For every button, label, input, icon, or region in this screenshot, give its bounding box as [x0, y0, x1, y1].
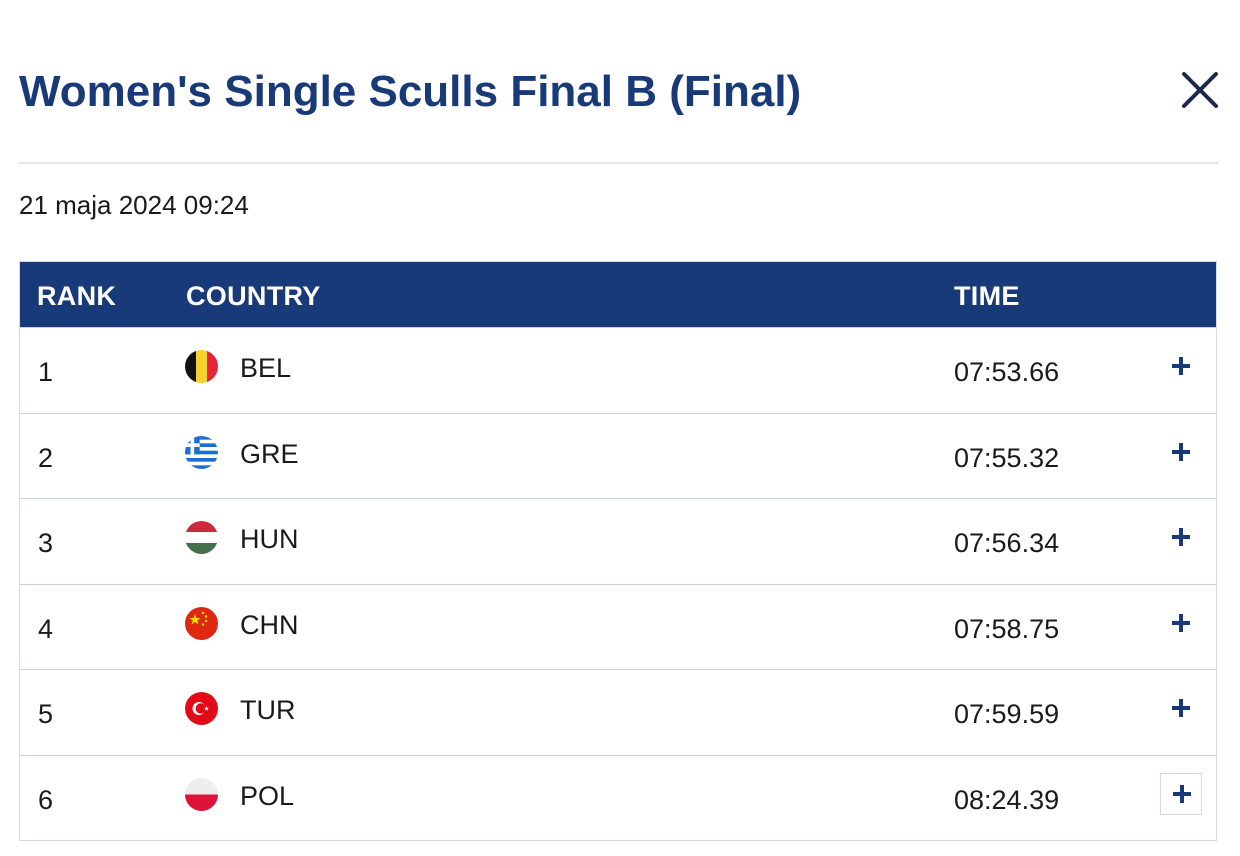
- poland-flag-icon: [185, 777, 218, 811]
- time-cell: 07:53.66: [954, 357, 1060, 387]
- rank-cell: 4: [38, 613, 54, 644]
- country-code: POL: [240, 780, 295, 811]
- plus-icon: [1172, 613, 1190, 632]
- country-code: BEL: [240, 353, 292, 383]
- plus-icon: [1172, 442, 1190, 461]
- rank-cell: 5: [38, 699, 54, 729]
- expand-row-button[interactable]: [1160, 688, 1202, 730]
- plus-icon: [1172, 528, 1190, 546]
- rank-header: RANK: [37, 281, 117, 311]
- time-cell: 07:58.75: [954, 613, 1060, 644]
- rank-cell: 1: [38, 357, 54, 387]
- table-row: 6 POL 08:24.39: [20, 754, 1216, 841]
- close-icon: [1182, 72, 1218, 108]
- rank-cell: 3: [38, 528, 54, 558]
- modal-title: Women's Single Sculls Final B (Final): [19, 67, 802, 116]
- plus-icon: [1173, 784, 1191, 803]
- results-table: RANK COUNTRY TIME 1 BEL 07:53.66: [19, 261, 1217, 841]
- country-code: CHN: [240, 609, 299, 640]
- country-code: GRE: [240, 438, 299, 469]
- expand-row-button[interactable]: [1160, 432, 1202, 474]
- table-row: 5 TUR 07:59.59: [20, 669, 1216, 755]
- table-row: 4 CHN 07:58.75: [20, 583, 1216, 670]
- time-header: TIME: [954, 281, 1020, 311]
- race-datetime: 21 maja 2024 09:24: [19, 190, 249, 220]
- plus-icon: [1172, 357, 1190, 375]
- hungary-flag-icon: [185, 521, 218, 554]
- expand-row-button[interactable]: [1160, 603, 1202, 645]
- turkey-flag-icon: [185, 692, 218, 725]
- time-cell: 07:55.32: [954, 442, 1060, 473]
- time-cell: 07:56.34: [954, 528, 1060, 558]
- expand-row-button[interactable]: [1160, 346, 1202, 388]
- table-row: 1 BEL 07:53.66: [20, 327, 1216, 413]
- title-divider: [19, 162, 1218, 164]
- country-code: HUN: [240, 524, 299, 554]
- belgium-flag-icon: [185, 350, 218, 383]
- greece-flag-icon: [185, 435, 218, 469]
- plus-icon: [1172, 699, 1190, 717]
- time-cell: 07:59.59: [954, 699, 1060, 729]
- time-cell: 08:24.39: [954, 784, 1060, 815]
- expand-row-button[interactable]: [1160, 772, 1202, 815]
- rank-cell: 2: [38, 442, 54, 473]
- country-code: TUR: [240, 695, 296, 725]
- expand-row-button[interactable]: [1160, 517, 1202, 559]
- china-flag-icon: [185, 606, 218, 640]
- table-header: RANK COUNTRY TIME: [20, 262, 1216, 327]
- country-header: COUNTRY: [186, 281, 321, 311]
- close-button[interactable]: [1180, 70, 1220, 110]
- rank-cell: 6: [38, 784, 54, 815]
- table-row: 2 GRE 07:55.32: [20, 412, 1216, 499]
- table-row: 3 HUN 07:56.34: [20, 498, 1216, 584]
